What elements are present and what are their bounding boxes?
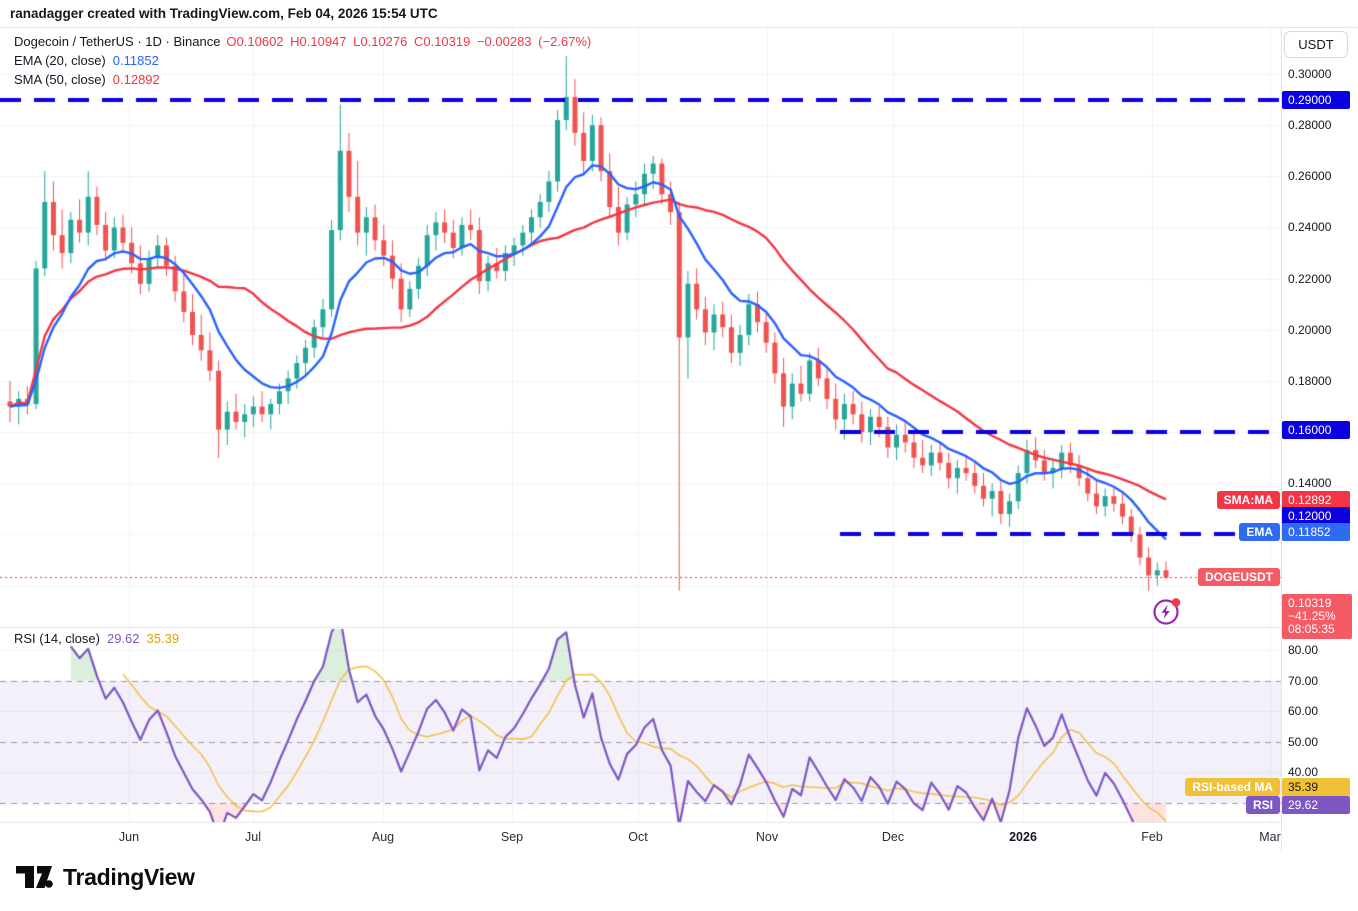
time-tick: 2026 [1009, 830, 1037, 844]
rsi-tick: 60.00 [1288, 704, 1319, 719]
sma-value: 0.12892 [112, 72, 160, 87]
main-legend: Dogecoin / TetherUS · 1D · Binance O0.106… [14, 33, 591, 90]
ema-legend-row: EMA (20, close) 0.11852 [14, 52, 591, 70]
last-price: 0.10319 [1288, 596, 1332, 610]
time-tick: Aug [371, 830, 395, 844]
lightning-icon [1153, 598, 1181, 625]
time-tick: Feb [1141, 830, 1163, 844]
attribution-text: ranadagger created with TradingView.com,… [10, 6, 438, 21]
sma-label: SMA (50, close) [14, 72, 106, 87]
rsi-label: RSI (14, close) [14, 631, 100, 646]
bar-countdown: 08:05:35 [1288, 622, 1335, 636]
rsi-legend: RSI (14, close) 29.62 35.39 [14, 631, 179, 646]
rsi-ma-value: 35.39 [146, 631, 180, 646]
rsi-ma-axis-label: 35.39 [1282, 778, 1350, 796]
rsi-tick: 80.00 [1288, 643, 1319, 657]
time-tick: Jul [245, 830, 261, 844]
sma-legend-row: SMA (50, close) 0.12892 [14, 71, 591, 89]
change-percent: −41.25% [1288, 609, 1336, 623]
price-tick: 0.24000 [1288, 220, 1332, 235]
ema-tag: EMA [1239, 523, 1280, 541]
flash-action-button[interactable] [1149, 593, 1185, 634]
rsi-axis-label: 29.62 [1282, 796, 1350, 814]
rsi-tick: 70.00 [1288, 673, 1319, 688]
sma-price-label: 0.12892 [1282, 491, 1350, 509]
ema-value: 0.11852 [112, 53, 159, 68]
price-tick: 0.30000 [1288, 67, 1332, 81]
symbol-title: Dogecoin / TetherUS · 1D · Binance [14, 34, 221, 49]
price-tick: 0.20000 [1288, 322, 1332, 337]
brand-text: TradingView [63, 863, 195, 890]
symbol-row: Dogecoin / TetherUS · 1D · Binance O0.106… [14, 33, 591, 51]
rsi-tag: RSI [1245, 796, 1280, 814]
tradingview-mark-icon [16, 866, 53, 888]
time-axis[interactable]: Jun Jul Aug Sep Oct Nov Dec 2026 Feb Mar [0, 823, 1281, 852]
sma-tag: SMA:MA [1216, 491, 1280, 509]
price-axis[interactable]: USDT 0.29000 0.16000 0.12892 0.12000 0.1… [1282, 28, 1358, 852]
time-tick: Dec [881, 830, 905, 844]
level-label-012: 0.12000 [1282, 507, 1350, 525]
level-label-016: 0.16000 [1282, 421, 1350, 439]
time-tick: Mar [1259, 830, 1281, 844]
tradingview-logo[interactable]: TradingView [14, 862, 195, 892]
ema-price-label: 0.11852 [1282, 523, 1350, 541]
time-tick: Sep [500, 830, 524, 844]
price-tick: 0.18000 [1288, 373, 1332, 388]
ohlc-values: O0.10602 H0.10947 L0.10276 C0.10319 −0.0… [226, 34, 592, 49]
symbol-tag: DOGEUSDT [1197, 568, 1280, 586]
time-tick: Jun [118, 830, 140, 844]
level-label-029: 0.29000 [1282, 91, 1350, 109]
last-price-label: 0.10319 −41.25% 08:05:35 [1282, 594, 1352, 639]
price-tick: 0.14000 [1288, 476, 1332, 491]
price-tick: 0.28000 [1288, 118, 1332, 133]
price-tick: 0.26000 [1288, 169, 1332, 184]
ema-label: EMA (20, close) [14, 53, 106, 68]
time-tick: Oct [628, 830, 648, 844]
rsi-ma-tag: RSI-based MA [1185, 778, 1280, 796]
rsi-tick: 40.00 [1288, 765, 1319, 780]
time-tick: Nov [755, 830, 779, 844]
currency-button[interactable]: USDT [1284, 31, 1348, 58]
price-tick: 0.22000 [1288, 271, 1332, 286]
rsi-tick: 50.00 [1288, 734, 1319, 749]
rsi-value: 29.62 [106, 631, 140, 646]
